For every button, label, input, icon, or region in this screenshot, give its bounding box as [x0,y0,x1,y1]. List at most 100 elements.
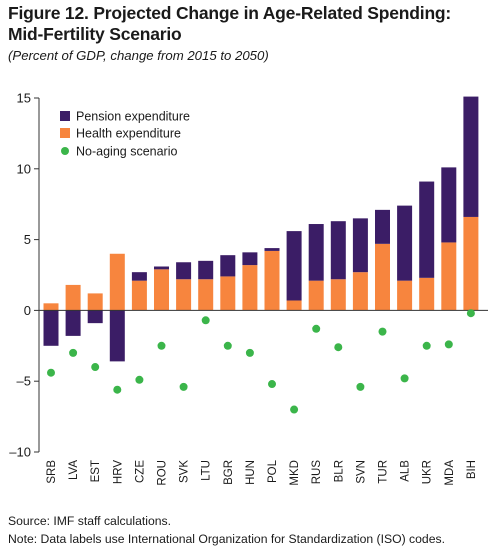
point-no-aging-bih [466,309,475,318]
legend-swatch-no-aging [61,147,69,155]
bar-pension-rou [154,266,169,270]
x-tick-label-cze: CZE [134,460,146,483]
bar-pension-svn [352,218,368,273]
x-tick-label-rus: RUS [311,460,323,485]
x-tick-label-est: EST [90,460,102,482]
x-tick-label-ukr: UKR [422,460,434,484]
point-no-aging-mkd [290,405,299,414]
y-tick-label: –10 [9,445,31,460]
point-no-aging-rou [157,341,166,350]
bar-health-alb [397,280,413,311]
bar-pension-hrv [109,310,125,362]
bar-health-tur [375,243,390,311]
x-tick-label-blr: BLR [333,460,345,482]
x-tick-label-svn: SVN [355,460,367,484]
bar-pension-ltu [198,260,214,280]
bar-pension-est [87,310,103,324]
x-tick-label-srb: SRB [46,460,58,484]
point-no-aging-mda [444,340,453,349]
bar-health-ltu [198,279,214,311]
bar-health-mkd [286,300,302,311]
point-no-aging-ukr [422,341,431,350]
bar-health-bih [463,216,479,311]
y-tick-label: 15 [17,91,31,106]
chart-subtitle: (Percent of GDP, change from 2015 to 205… [8,48,269,63]
bar-pension-rus [308,224,324,281]
bar-pension-lva [65,310,81,336]
bar-pension-alb [397,205,413,281]
point-no-aging-est [91,363,100,372]
x-tick-label-bih: BIH [466,460,478,479]
x-tick-label-pol: POL [267,459,279,483]
bar-health-svn [352,272,368,311]
bar-pension-bih [463,96,479,217]
bar-pension-bgr [220,255,236,277]
bar-pension-blr [330,221,346,280]
legend-swatch-pension [60,111,70,121]
point-no-aging-tur [378,327,387,336]
point-no-aging-svk [179,382,188,391]
point-no-aging-pol [268,380,276,389]
legend-label-no-aging: No-aging scenario [76,145,177,159]
bar-health-mda [441,242,457,311]
x-tick-label-mkd: MKD [289,460,301,486]
bar-health-svk [176,279,192,311]
bar-pension-pol [264,248,280,251]
bar-pension-mda [441,167,457,243]
bar-pension-hun [242,252,258,266]
bar-health-rus [308,280,324,311]
point-no-aging-srb [47,368,55,377]
legend-label-pension: Pension expenditure [76,110,190,124]
bar-pension-ukr [419,181,435,278]
bar-health-est [87,293,103,311]
x-tick-label-hun: HUN [245,460,257,485]
iso-note: Note: Data labels use International Orga… [8,532,445,546]
bar-health-ukr [419,277,435,311]
point-no-aging-rus [312,324,321,333]
point-no-aging-alb [400,374,409,383]
chart-footer: Source: IMF staff calculations. Note: Da… [8,512,445,548]
bar-health-rou [154,269,169,311]
bar-pension-srb [43,310,59,346]
point-no-aging-ltu [201,316,210,325]
x-tick-label-alb: ALB [400,460,412,482]
bar-health-srb [43,303,59,311]
x-tick-label-svk: SVK [179,460,191,483]
x-tick-label-tur: TUR [378,460,390,484]
bar-pension-mkd [286,231,302,301]
x-tick-label-mda: MDA [444,460,456,486]
bar-health-blr [330,279,346,311]
x-tick-label-bgr: BGR [223,460,235,485]
point-no-aging-lva [69,348,78,357]
point-no-aging-hun [245,348,254,357]
point-no-aging-blr [334,343,343,352]
legend-label-health: Health expenditure [76,127,181,141]
y-tick-label: 0 [24,303,31,318]
point-no-aging-bgr [223,341,232,350]
y-tick-label: 5 [24,232,31,247]
chart-title: Figure 12. Projected Change in Age-Relat… [8,3,488,45]
point-no-aging-svn [356,382,365,391]
bar-pension-tur [375,209,390,244]
x-tick-label-lva: LVA [68,460,80,480]
bar-health-hrv [109,253,125,311]
source-note: Source: IMF staff calculations. [8,514,172,528]
x-tick-label-ltu: LTU [201,460,213,481]
y-tick-label: –5 [17,374,31,389]
bar-health-bgr [220,276,236,311]
point-no-aging-cze [135,375,144,384]
x-tick-label-rou: ROU [157,460,169,486]
bar-health-cze [131,280,147,311]
chart-title-line-2: Mid-Fertility Scenario [8,24,182,44]
bar-pension-cze [131,272,147,281]
bar-chart: –10 –5 0 5 10 15 SRB LVA EST HRV CZE ROU SVK LTU BGR HU… [9,91,488,486]
x-tick-label-hrv: HRV [112,460,124,484]
point-no-aging-hrv [113,385,122,394]
bar-pension-svk [176,262,192,280]
bar-health-hun [242,265,258,311]
legend-swatch-health [60,128,70,138]
bar-health-pol [264,250,280,311]
bar-health-lva [65,284,81,311]
y-tick-label: 10 [17,161,31,176]
chart-title-line-1: Figure 12. Projected Change in Age-Relat… [8,3,452,23]
